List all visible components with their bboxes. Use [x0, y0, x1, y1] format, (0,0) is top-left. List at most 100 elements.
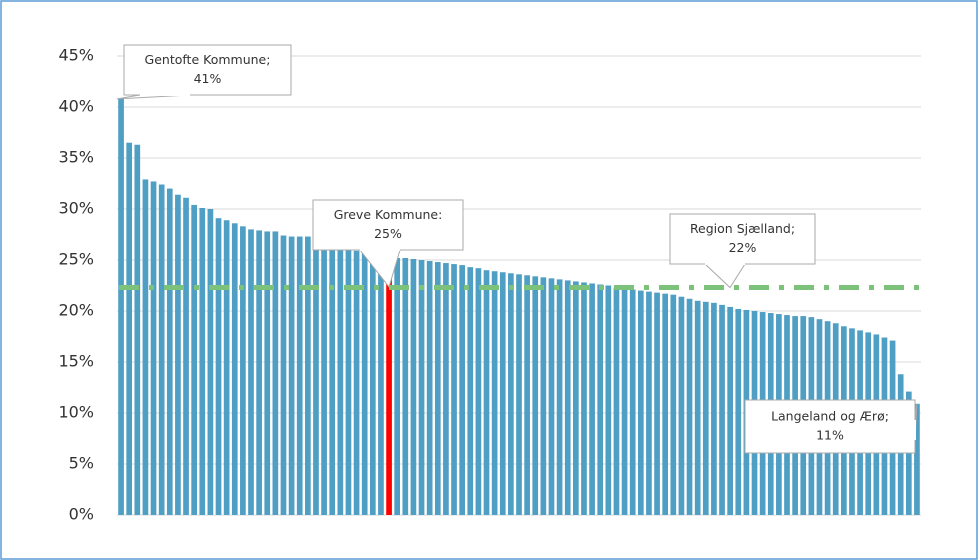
- bar: [491, 271, 498, 515]
- bar: [597, 284, 604, 515]
- bar: [426, 261, 433, 515]
- annotation-text: Greve Kommune:: [334, 207, 443, 222]
- bar: [337, 246, 344, 516]
- bar: [361, 252, 368, 516]
- bar: [524, 275, 530, 515]
- bar: [288, 236, 295, 516]
- y-tick-label: 20%: [58, 301, 94, 320]
- bar: [605, 285, 612, 515]
- bar: [394, 257, 401, 515]
- bar: [459, 265, 465, 515]
- bar: [443, 263, 449, 515]
- bar: [321, 237, 327, 515]
- bar: [134, 144, 141, 516]
- bar: [402, 257, 409, 515]
- annotation-text: Gentofte Kommune;: [145, 52, 271, 67]
- y-tick-label: 10%: [58, 403, 94, 422]
- bar: [386, 256, 392, 515]
- bar: [378, 254, 384, 515]
- bar: [175, 194, 181, 515]
- bar: [573, 281, 579, 515]
- bar: [191, 204, 197, 516]
- bar: [158, 184, 165, 515]
- bar: [199, 207, 206, 516]
- y-tick-label: 40%: [58, 97, 94, 116]
- bar: [329, 244, 336, 515]
- bar: [166, 188, 173, 515]
- bar: [678, 296, 685, 515]
- bar: [467, 267, 474, 515]
- bar: [272, 231, 279, 515]
- bar: [475, 268, 482, 515]
- bar: [305, 236, 311, 516]
- annotation-box: [123, 44, 292, 96]
- bar: [231, 223, 238, 515]
- bar: [719, 304, 725, 515]
- bar: [418, 260, 425, 515]
- bar: [296, 236, 303, 516]
- bar: [581, 282, 587, 515]
- annotation-box: [744, 399, 916, 454]
- bar: [248, 229, 254, 515]
- bar: [313, 237, 319, 515]
- bar: [589, 283, 595, 515]
- bar: [735, 308, 742, 515]
- bar: [345, 248, 352, 515]
- y-tick-label: 25%: [58, 250, 94, 269]
- bar: [564, 280, 571, 515]
- bar: [223, 220, 230, 515]
- bar: [914, 403, 920, 515]
- bar: [694, 300, 701, 515]
- bar: [353, 250, 360, 515]
- bar: [142, 179, 149, 516]
- bar: [207, 209, 214, 515]
- bar: [240, 226, 246, 515]
- bar: [483, 270, 490, 515]
- bar: [434, 262, 441, 515]
- annotation-text: Langeland og Ærø;: [771, 409, 889, 424]
- bar: [499, 272, 506, 515]
- bar: [256, 230, 262, 516]
- bar: [126, 142, 133, 515]
- bar: [215, 218, 222, 515]
- bar: [150, 181, 157, 515]
- bar: [280, 235, 287, 515]
- y-tick-label: 5%: [69, 454, 94, 473]
- bar: [508, 273, 514, 515]
- bar: [613, 287, 620, 515]
- annotation-text: 11%: [816, 428, 844, 443]
- bar: [662, 293, 669, 515]
- bar: [621, 288, 628, 515]
- bar: [264, 231, 271, 515]
- bar: [183, 197, 189, 515]
- annotation-text: 25%: [374, 226, 402, 241]
- y-tick-label: 35%: [58, 148, 94, 167]
- bar: [516, 274, 522, 515]
- bar: [670, 294, 677, 515]
- bar: [540, 277, 547, 515]
- bar: [369, 253, 376, 515]
- bar: [410, 258, 417, 515]
- bar: [702, 301, 709, 515]
- bar: [556, 279, 563, 515]
- y-tick-label: 30%: [58, 199, 94, 218]
- bar: [727, 306, 733, 515]
- y-tick-label: 45%: [58, 46, 94, 65]
- y-tick-label: 15%: [58, 352, 94, 371]
- bar: [548, 278, 555, 515]
- bar: [646, 291, 652, 515]
- reference-label-text: Region Sjælland;: [690, 221, 795, 236]
- reference-label-text: 22%: [729, 240, 757, 255]
- bar: [532, 276, 539, 515]
- bar: [118, 98, 124, 515]
- bar: [629, 289, 636, 515]
- bar: [654, 292, 660, 515]
- bar: [451, 264, 457, 515]
- y-tick-label: 0%: [69, 505, 94, 524]
- bar: [637, 290, 644, 515]
- bar: [686, 298, 693, 515]
- bar: [711, 302, 717, 515]
- annotation-text: 41%: [194, 71, 222, 86]
